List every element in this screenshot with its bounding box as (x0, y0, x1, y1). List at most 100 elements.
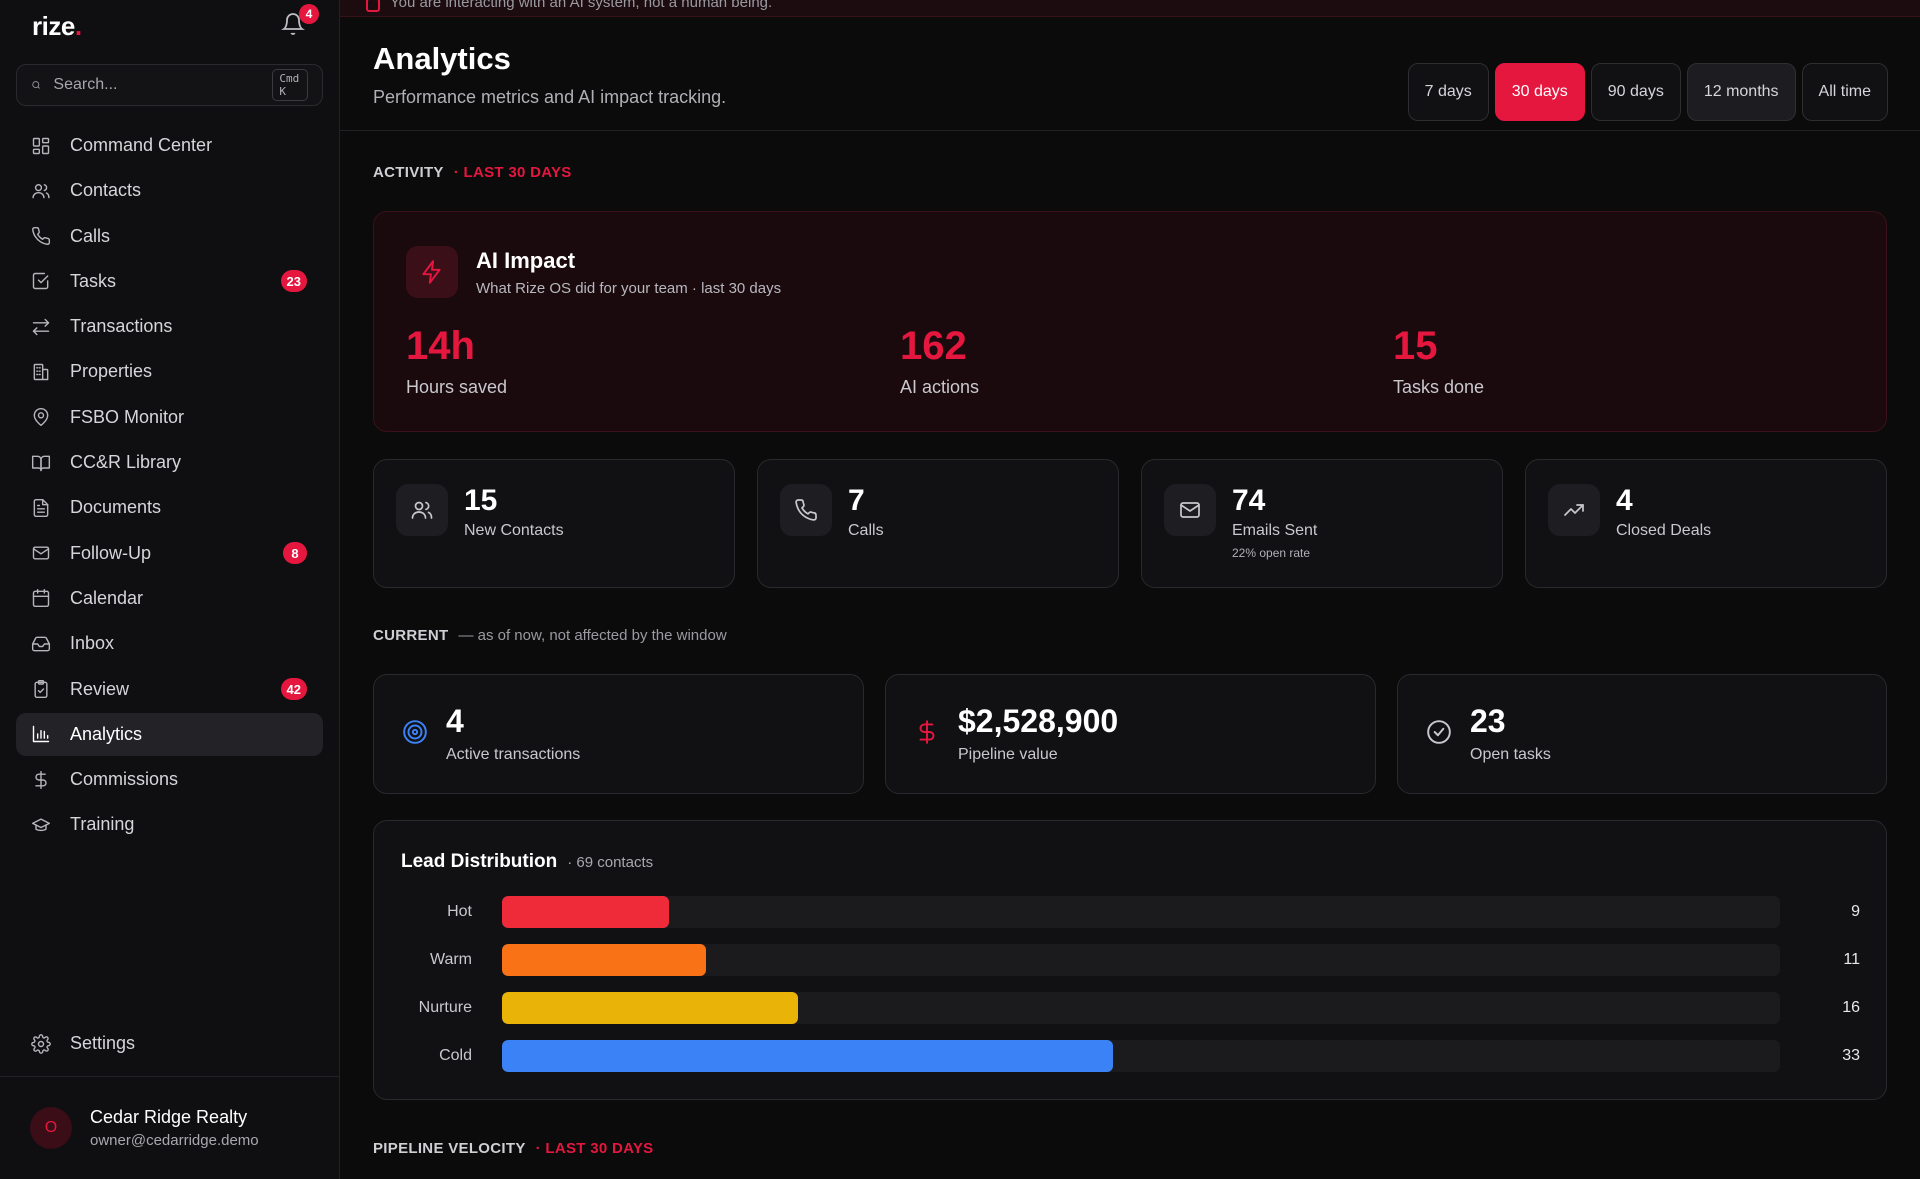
section-note: — as of now, not affected by the window (458, 627, 727, 644)
lightning-icon (406, 246, 458, 298)
sidebar-item-inbox[interactable]: Inbox (16, 622, 323, 665)
metric-label: Emails Sent (1232, 522, 1318, 539)
sidebar-item-settings[interactable]: Settings (16, 1022, 323, 1065)
gear-icon (30, 1033, 52, 1055)
metric-note: 22% open rate (1232, 546, 1311, 560)
metric-label: Calls (848, 522, 884, 539)
sidebar-nav: Command Center Contacts Calls Tasks 23 Transa… (0, 124, 339, 849)
stat-label: Hours saved (406, 377, 508, 397)
sidebar-item-label: Documents (70, 497, 162, 518)
sidebar-item-label: Analytics (70, 723, 143, 744)
sidebar-item-follow-up[interactable]: Follow-Up 8 (16, 532, 323, 575)
sidebar-item-transactions[interactable]: Transactions (16, 305, 323, 348)
section-title: CURRENT (373, 627, 449, 644)
page-subtitle: Performance metrics and AI impact tracki… (373, 87, 727, 107)
account-email: owner@cedarridge.demo (90, 1132, 259, 1149)
bar-track (502, 992, 1780, 1024)
book-icon (30, 452, 52, 474)
document-icon (30, 497, 52, 519)
range-all-time-button[interactable]: All time (1801, 63, 1888, 121)
page-title: Analytics (373, 41, 511, 76)
banner-text: You are interacting with an AI system, n… (390, 0, 773, 11)
sidebar-item-training[interactable]: Training (16, 803, 323, 846)
users-icon (396, 484, 448, 536)
metric-calls[interactable]: 7 Calls (757, 459, 1119, 588)
mail-icon (30, 542, 52, 564)
checkbox-icon (30, 270, 52, 292)
phone-icon (780, 484, 832, 536)
clipboard-icon (30, 678, 52, 700)
range-30-days-button[interactable]: 30 days (1494, 63, 1585, 121)
sidebar-item-commissions[interactable]: Commissions (16, 758, 323, 801)
sidebar-item-label: Command Center (70, 135, 213, 155)
metric-new-contacts[interactable]: 15 New Contacts (373, 459, 735, 588)
chart-title: Lead Distribution (401, 851, 558, 872)
stat-label: AI actions (900, 377, 980, 397)
current-open-tasks[interactable]: 23 Open tasks (1397, 674, 1887, 794)
sidebar-item-cc-r-library[interactable]: CC&R Library (16, 441, 323, 484)
graduation-icon (30, 814, 52, 836)
stat-value: 14h (406, 324, 475, 368)
users-icon (30, 180, 52, 202)
sidebar-item-review[interactable]: Review 42 (16, 668, 323, 711)
sidebar-item-analytics[interactable]: Analytics (16, 712, 323, 756)
current-section-label: CURRENT — as of now, not affected by the… (373, 627, 727, 644)
lead-row-nurture: Nurture 16 (374, 992, 1886, 1024)
metric-value: 15 (464, 484, 498, 517)
bar-count: 9 (1851, 903, 1860, 920)
inbox-icon (30, 633, 52, 655)
sidebar-item-documents[interactable]: Documents (16, 486, 323, 529)
current-active-transactions[interactable]: 4 Active transactions (373, 674, 864, 794)
notifications-button[interactable]: 4 (281, 4, 319, 40)
section-title: ACTIVITY (373, 164, 444, 181)
avatar: O (30, 1107, 72, 1149)
map-pin-icon (30, 406, 52, 428)
bar-label: Nurture (418, 999, 472, 1016)
ai-impact-card: AI Impact What Rize OS did for your team… (373, 211, 1887, 432)
sidebar: rize. 4 Cmd K Command Center Contacts Call… (0, 0, 340, 1179)
calendar-icon (30, 587, 52, 609)
range-7-days-button[interactable]: 7 days (1407, 63, 1489, 121)
sidebar-item-label: Transactions (70, 316, 173, 337)
current-pipeline-value[interactable]: $2,528,900 Pipeline value (885, 674, 1376, 794)
sidebar-item-label: Follow-Up (70, 542, 152, 563)
range-90-days-button[interactable]: 90 days (1590, 63, 1681, 121)
sidebar-item-tasks[interactable]: Tasks 23 (16, 260, 323, 303)
account-name: Cedar Ridge Realty (90, 1107, 248, 1127)
search-input[interactable] (53, 76, 261, 94)
trending-up-icon (1548, 484, 1600, 536)
metric-value: 7 (848, 484, 865, 517)
mail-icon (1164, 484, 1216, 536)
sidebar-item-label: Calls (70, 225, 111, 246)
main-content: You are interacting with an AI system, n… (340, 0, 1920, 1179)
current-label: Open tasks (1470, 746, 1551, 763)
lead-row-cold: Cold 33 (374, 1040, 1886, 1072)
sidebar-item-label: Commissions (70, 769, 179, 790)
metric-value: 4 (1616, 484, 1633, 517)
brand-row: rize. 4 (0, 0, 339, 44)
lead-row-hot: Hot 9 (374, 896, 1886, 928)
bar-label: Warm (429, 951, 472, 968)
sidebar-item-calls[interactable]: Calls (16, 215, 323, 258)
sidebar-item-fsbo-monitor[interactable]: FSBO Monitor (16, 396, 323, 439)
sidebar-item-command-center[interactable]: Command Center (16, 124, 323, 167)
dollar-icon (912, 717, 942, 747)
sidebar-item-label: Tasks (70, 270, 117, 291)
sidebar-item-calendar[interactable]: Calendar (16, 577, 323, 620)
metric-emails-sent[interactable]: 74 Emails Sent 22% open rate (1141, 459, 1503, 588)
metric-closed-deals[interactable]: 4 Closed Deals (1525, 459, 1887, 588)
sidebar-item-contacts[interactable]: Contacts (16, 169, 323, 212)
account-switcher[interactable]: O Cedar Ridge Realty owner@cedarridge.de… (0, 1076, 339, 1179)
sidebar-item-properties[interactable]: Properties (16, 350, 323, 393)
bar-count: 16 (1842, 999, 1860, 1016)
range-12-months-button[interactable]: 12 months (1686, 63, 1796, 121)
chart-subtitle: · 69 contacts (567, 854, 654, 871)
current-value: 4 (446, 703, 464, 739)
search-box[interactable]: Cmd K (16, 64, 323, 106)
logo[interactable]: rize. (32, 10, 82, 41)
arrows-icon (30, 316, 52, 338)
count-badge: 8 (283, 542, 307, 565)
bar-label: Hot (447, 903, 472, 920)
check-circle-icon (1424, 717, 1454, 747)
sidebar-item-label: Properties (70, 361, 153, 382)
